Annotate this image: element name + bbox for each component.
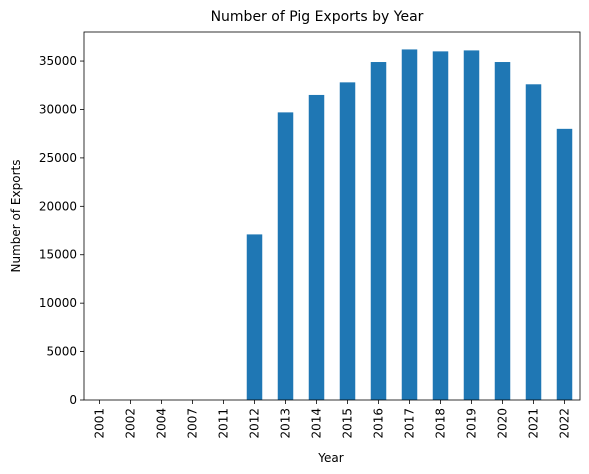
y-tick-label: 20000 xyxy=(39,199,77,213)
x-tick-label: 2004 xyxy=(155,408,169,439)
x-tick-label: 2017 xyxy=(403,408,417,439)
bar-2015 xyxy=(339,82,356,400)
bar-2013 xyxy=(277,112,294,401)
bar-2022 xyxy=(556,128,573,400)
y-tick-label: 0 xyxy=(69,393,77,407)
bar-2020 xyxy=(494,62,511,400)
y-tick-label: 25000 xyxy=(39,151,77,165)
plot-frame xyxy=(83,31,581,401)
x-tick-label: 2002 xyxy=(124,408,138,439)
x-tick-label: 2013 xyxy=(279,408,293,439)
y-axis-label: Number of Exports xyxy=(9,160,23,273)
bar-2021 xyxy=(525,84,542,400)
bar-2014 xyxy=(308,94,325,401)
chart-title: Number of Pig Exports by Year xyxy=(211,9,424,25)
bar-2018 xyxy=(432,51,449,401)
y-tick-label: 15000 xyxy=(39,248,77,262)
x-axis-label: Year xyxy=(317,451,343,465)
x-tick-label: 2022 xyxy=(558,408,572,439)
x-tick-label: 2014 xyxy=(310,408,324,439)
bar-2017 xyxy=(401,49,418,400)
x-tick-label: 2011 xyxy=(217,408,231,439)
x-tick-label: 2019 xyxy=(465,408,479,439)
bar-2019 xyxy=(463,50,480,401)
y-tick-label: 35000 xyxy=(39,54,77,68)
y-tick-label: 30000 xyxy=(39,102,77,116)
y-axis-ticks: 0 5000 10000 15000 20000 25000 30000 35000 xyxy=(39,54,84,407)
x-tick-label: 2012 xyxy=(248,408,262,439)
x-tick-label: 2001 xyxy=(93,408,107,439)
bar-2016 xyxy=(370,62,387,400)
bar-2012 xyxy=(246,234,263,400)
x-tick-label: 2007 xyxy=(186,408,200,439)
x-axis-ticks: 2001 2002 2004 2007 2011 2012 2013 2014 2015 2016… xyxy=(93,400,572,439)
x-tick-label: 2015 xyxy=(341,408,355,439)
bars-group xyxy=(246,49,573,401)
x-tick-label: 2020 xyxy=(496,408,510,439)
y-tick-label: 10000 xyxy=(39,296,77,310)
x-tick-label: 2021 xyxy=(527,408,541,439)
x-tick-label: 2018 xyxy=(434,408,448,439)
x-tick-label: 2016 xyxy=(372,408,386,439)
y-tick-label: 5000 xyxy=(46,345,77,359)
